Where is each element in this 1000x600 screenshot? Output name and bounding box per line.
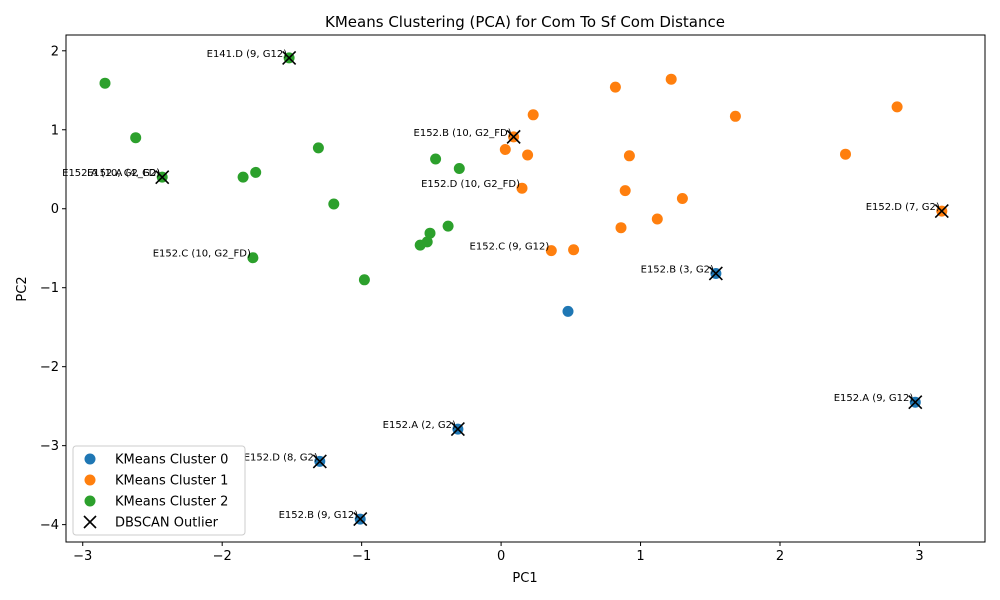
cluster-1-point-8 — [623, 150, 635, 162]
annotation-label-11: E152.D (8, G2) — [244, 452, 318, 463]
cluster-1-point-13 — [651, 213, 663, 225]
cluster-0-point-0 — [562, 305, 574, 317]
annotation-label-8: E152.B (3, G2) — [641, 265, 714, 276]
annotation-label-0: E141.D (9, G12) — [207, 49, 288, 60]
outlier-marker-4 — [708, 266, 723, 281]
y-tick-label-2: −2 — [40, 360, 59, 375]
cluster-1-point-9 — [840, 148, 851, 160]
annotation-label-10: E152.A (2, G2) — [383, 420, 456, 431]
cluster-2-point-8 — [453, 163, 465, 174]
y-axis: −4 −3 −2 −1 0 1 2 — [40, 44, 66, 533]
annotation-label-7: E152.C (9, G12) — [470, 242, 550, 253]
cluster-1-point-14 — [615, 222, 627, 234]
cluster-1-point-11 — [619, 185, 631, 197]
legend-label-3: DBSCAN Outlier — [115, 516, 219, 531]
legend-label-1: KMeans Cluster 1 — [115, 474, 228, 489]
cluster-2-point-6 — [250, 166, 262, 178]
outlier-marker-0 — [282, 50, 297, 65]
legend: KMeans Cluster 0 KMeans Cluster 1 KMeans C… — [72, 445, 246, 536]
cluster-1-point-3 — [729, 110, 741, 122]
legend-marker-2 — [84, 495, 96, 507]
cluster-2-point-9 — [328, 198, 340, 210]
y-tick-label-4: 0 — [51, 202, 59, 217]
outlier-marker-3 — [934, 204, 949, 219]
cluster-1-point-7 — [522, 149, 534, 161]
cluster-1-point-4 — [527, 109, 539, 121]
outlier-marker-6 — [450, 422, 465, 437]
x-tick-label-3: 0 — [497, 549, 505, 564]
cluster-2-point-13 — [414, 239, 426, 251]
outlier-marker-7 — [312, 454, 327, 469]
cluster-1-point-6 — [499, 144, 511, 155]
x-tick-label-4: 1 — [636, 549, 644, 564]
cluster-1-point-0 — [665, 73, 677, 85]
cluster-1-point-2 — [891, 101, 903, 113]
cluster-1-point-12 — [676, 193, 688, 204]
legend-box — [72, 445, 246, 536]
cluster-1-point-1 — [609, 81, 621, 93]
plot-frame — [65, 34, 986, 543]
annotation-label-12: E152.B (9, G12) — [279, 510, 359, 521]
cluster-2-point-14 — [247, 252, 259, 264]
legend-label-2: KMeans Cluster 2 — [115, 495, 228, 510]
legend-label-0: KMeans Cluster 0 — [115, 453, 228, 468]
cluster-2-point-0 — [99, 77, 111, 89]
legend-marker-1 — [84, 474, 96, 486]
x-tick-label-6: 3 — [915, 549, 923, 564]
x-tick-label-5: 2 — [776, 549, 784, 564]
annotation-label-2: E152.A (4, G2) — [87, 168, 160, 179]
annotation-label-5: E152.D (7, G2) — [866, 202, 940, 213]
annotation-label-1: E152.B (10, G2_FD) — [414, 128, 512, 139]
y-tick-label-1: −3 — [40, 439, 59, 454]
cluster-2-point-15 — [358, 274, 370, 286]
y-tick-label-0: −4 — [40, 518, 59, 533]
y-tick-label-6: 2 — [51, 44, 59, 59]
legend-marker-3 — [83, 515, 97, 529]
outlier-marker-5 — [908, 395, 923, 410]
y-tick-label-5: 1 — [51, 123, 59, 138]
cluster-2-point-7 — [430, 153, 442, 165]
x-axis-label: PC1 — [512, 571, 537, 586]
cluster-1-point-15 — [545, 245, 557, 257]
cluster-2-point-5 — [237, 171, 249, 183]
annotation-label-9: E152.A (9, G12) — [834, 393, 914, 404]
cluster-1-point-16 — [568, 244, 580, 256]
annotation-label-3: E152.A (10, G2_FD) — [62, 168, 160, 179]
cluster-2-point-2 — [130, 132, 142, 144]
plot-area: E141.D (9, G12) E152.B (10, G2_FD) E152.A … — [62, 49, 949, 527]
outlier-marker-1 — [506, 129, 521, 144]
cluster-1-point-10 — [516, 182, 528, 194]
x-axis: −3 −2 −1 0 1 2 3 — [73, 542, 924, 564]
x-tick-label-0: −3 — [73, 549, 92, 564]
legend-marker-0 — [84, 453, 96, 465]
chart-title: KMeans Clustering (PCA) for Com To Sf Co… — [325, 13, 725, 31]
annotation-label-6: E152.C (10, G2_FD) — [153, 249, 251, 260]
y-tick-label-3: −1 — [40, 281, 59, 296]
outlier-marker-2 — [155, 170, 170, 185]
cluster-2-point-11 — [424, 227, 436, 239]
x-tick-label-2: −1 — [352, 549, 371, 564]
x-tick-label-1: −2 — [213, 549, 232, 564]
cluster-2-point-10 — [442, 220, 454, 232]
outlier-marker-8 — [353, 512, 368, 527]
y-axis-label: PC2 — [15, 276, 30, 301]
cluster-2-point-3 — [312, 142, 324, 154]
annotation-label-4: E152.D (10, G2_FD) — [421, 179, 520, 190]
